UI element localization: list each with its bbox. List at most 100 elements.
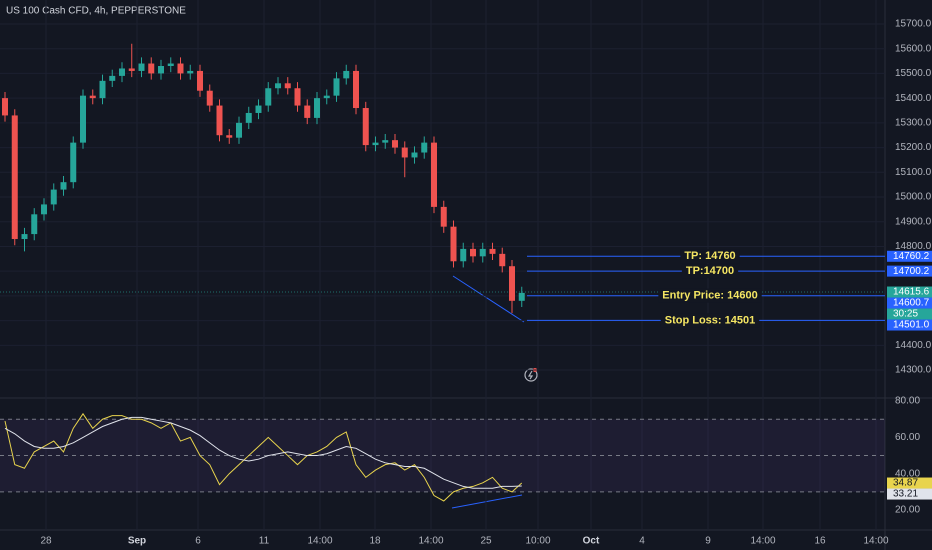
candle-body	[421, 142, 428, 153]
candle-body	[109, 75, 116, 81]
axis-price-label-bg	[887, 319, 932, 331]
y-tick-label: 14900.0	[895, 216, 932, 227]
x-tick-label: Sep	[128, 536, 146, 547]
y-tick-label: 15100.0	[895, 167, 932, 178]
candle-body	[197, 70, 203, 91]
candle-body	[60, 182, 67, 190]
candle-body	[314, 98, 320, 118]
y-tick-label: 15000.0	[895, 192, 932, 203]
level-label: TP: 14760	[684, 250, 735, 262]
candles	[2, 43, 525, 314]
level-label-bg	[680, 249, 740, 264]
candle-body	[128, 68, 135, 71]
candle-body	[294, 88, 301, 106]
icon	[524, 368, 538, 382]
candle-body	[372, 142, 379, 146]
x-tick-label: 18	[369, 536, 381, 547]
candle-body	[460, 248, 467, 262]
x-tick-label: 10:00	[525, 536, 550, 547]
candle-body	[499, 253, 506, 267]
y-tick-label: 15500.0	[895, 68, 932, 79]
x-tick-label: 14:00	[863, 536, 888, 547]
level-label-bg	[681, 264, 739, 279]
y-tick-label: 40.00	[895, 468, 920, 479]
y-tick-label: 14800.0	[895, 241, 932, 252]
candle-body	[70, 142, 77, 183]
axis-price-label-bg	[887, 297, 932, 309]
x-tick-label: 14:00	[750, 536, 775, 547]
trend-line	[452, 275, 525, 323]
candle-body	[489, 248, 496, 254]
x-tick-label: 14:00	[307, 536, 332, 547]
axis-price-label-bg	[887, 308, 932, 320]
candle-body	[392, 140, 398, 148]
candle-body	[50, 189, 57, 205]
candle-body	[245, 112, 252, 123]
candle-body	[265, 88, 272, 106]
candle-body	[275, 83, 281, 89]
candle-body	[323, 95, 330, 99]
y-tick-label: 15400.0	[895, 93, 932, 104]
axis-price-label-bg	[887, 477, 932, 489]
x-tick-label: 9	[705, 536, 711, 547]
candle-body	[411, 152, 418, 158]
axis-price-label: 14615.6	[893, 287, 930, 298]
candle-body	[21, 234, 28, 240]
candle-body	[518, 292, 525, 301]
axis-price-label: 33.21	[893, 489, 918, 500]
candle-body	[177, 63, 184, 74]
candle-body	[119, 68, 125, 76]
y-tick-label: 20.00	[895, 505, 920, 516]
x-tick-label: 16	[814, 536, 826, 547]
axis-price-label-bg	[887, 250, 932, 262]
candle-body	[41, 204, 47, 215]
axis-price-label: 14760.2	[893, 251, 930, 262]
indicator-line	[4, 416, 522, 489]
candle-body	[382, 140, 389, 143]
x-tick-label: 11	[259, 536, 270, 547]
candle-body	[99, 80, 106, 99]
candle-body	[158, 65, 164, 74]
y-tick-label: 60.00	[895, 432, 920, 443]
candle-body	[304, 105, 311, 118]
axis-price-label: 30:25	[893, 309, 918, 320]
axis-price-label: 14700.2	[893, 266, 930, 277]
x-tick-label: 6	[195, 536, 201, 547]
level-label: Stop Loss: 14501	[665, 314, 755, 326]
y-tick-label: 14300.0	[895, 365, 932, 376]
candle-body	[284, 83, 291, 89]
candle-body	[509, 266, 515, 301]
candle-body	[431, 142, 437, 207]
level-label-bg	[658, 288, 762, 303]
y-tick-label: 15600.0	[895, 43, 932, 54]
candle-body	[440, 206, 447, 227]
x-tick-label: 28	[40, 536, 52, 547]
axis-price-label: 34.87	[893, 478, 918, 489]
candle-body	[31, 214, 38, 235]
candle-body	[226, 135, 233, 138]
y-tick-label: 15700.0	[895, 19, 932, 30]
candle-body	[236, 122, 242, 138]
x-tick-label: 25	[480, 536, 492, 547]
candle-body	[138, 63, 145, 71]
candle-body	[343, 70, 350, 79]
level-label: Entry Price: 14600	[662, 290, 757, 302]
candle-body	[353, 70, 359, 109]
x-tick-label: 4	[639, 536, 645, 547]
x-tick-label: 14:00	[418, 536, 443, 547]
candle-body	[11, 115, 18, 240]
y-tick-label: 80.00	[895, 396, 920, 407]
candle-body	[89, 95, 96, 99]
y-tick-label: 15300.0	[895, 117, 932, 128]
level-label: TP:14700	[686, 265, 734, 277]
candle-body	[187, 70, 194, 74]
candle-body	[450, 226, 457, 262]
trend-line	[451, 494, 523, 509]
chart-title: US 100 Cash CFD, 4h, PEPPERSTONE	[6, 6, 186, 17]
y-tick-label: 14400.0	[895, 340, 932, 351]
axis-price-label-bg	[887, 265, 932, 277]
x-tick-label: Oct	[583, 536, 600, 547]
axis-price-label: 14501.0	[893, 320, 930, 331]
